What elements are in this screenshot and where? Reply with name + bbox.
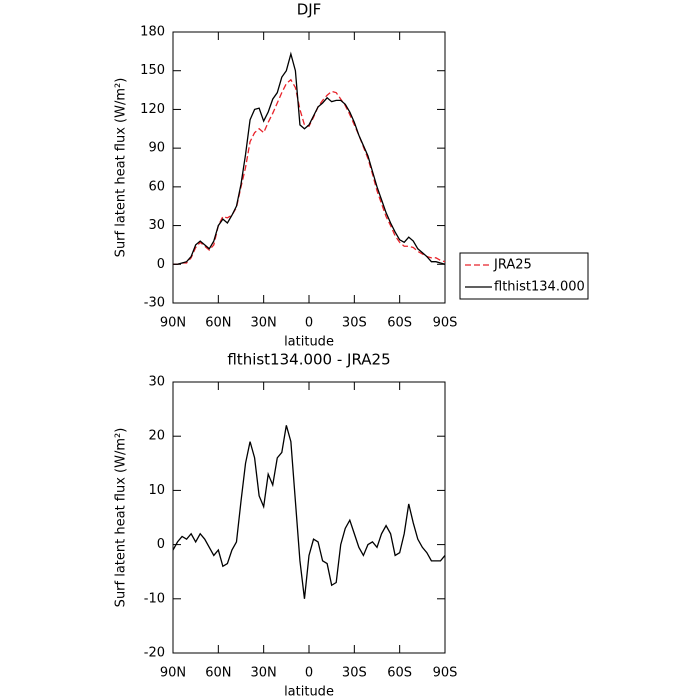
legend-label: flthist134.000 [494,280,585,295]
x-tick-label: 30N [251,666,277,681]
x-tick-label: 90N [160,666,186,681]
x-tick-label: 60S [387,666,412,681]
legend-box [459,252,589,300]
y-tick-label: 0 [157,257,165,272]
legend-label: JRA25 [493,258,532,273]
x-axis-label: latitude [284,685,334,700]
x-tick-label: 60S [387,316,412,331]
y-tick-label: -10 [144,591,165,606]
chart-title: flthist134.000 - JRA25 [227,351,390,369]
y-tick-label: 10 [148,483,165,498]
x-tick-label: 90S [433,666,458,681]
x-tick-label: 90S [433,316,458,331]
data-line [172,425,446,599]
data-line [173,51,446,265]
plot-frame [172,381,446,654]
data-line [173,78,446,265]
y-tick-label: -30 [144,296,165,311]
x-tick-label: 30N [251,316,277,331]
x-tick-label: 30S [342,316,367,331]
y-tick-label: 0 [157,537,165,552]
x-tick-label: 90N [160,316,186,331]
y-tick-label: 30 [148,375,165,390]
y-tick-label: 20 [148,429,165,444]
y-tick-label: 120 [140,102,165,117]
x-axis-label: latitude [284,335,334,350]
y-tick-label: 30 [148,218,165,233]
chart-title: DJF [297,1,322,19]
x-tick-label: 60N [205,316,231,331]
y-tick-label: 180 [140,25,165,40]
x-tick-label: 30S [342,666,367,681]
x-tick-label: 0 [305,316,313,331]
y-tick-label: 60 [148,179,165,194]
y-tick-label: 90 [148,141,165,156]
plot-frame [172,31,446,304]
y-tick-label: 150 [140,63,165,78]
x-tick-label: 0 [305,666,313,681]
y-axis-label: Surf latent heat flux (W/m²) [114,78,129,258]
y-axis-label: Surf latent heat flux (W/m²) [114,428,129,608]
y-tick-label: -20 [144,646,165,661]
x-tick-label: 60N [205,666,231,681]
